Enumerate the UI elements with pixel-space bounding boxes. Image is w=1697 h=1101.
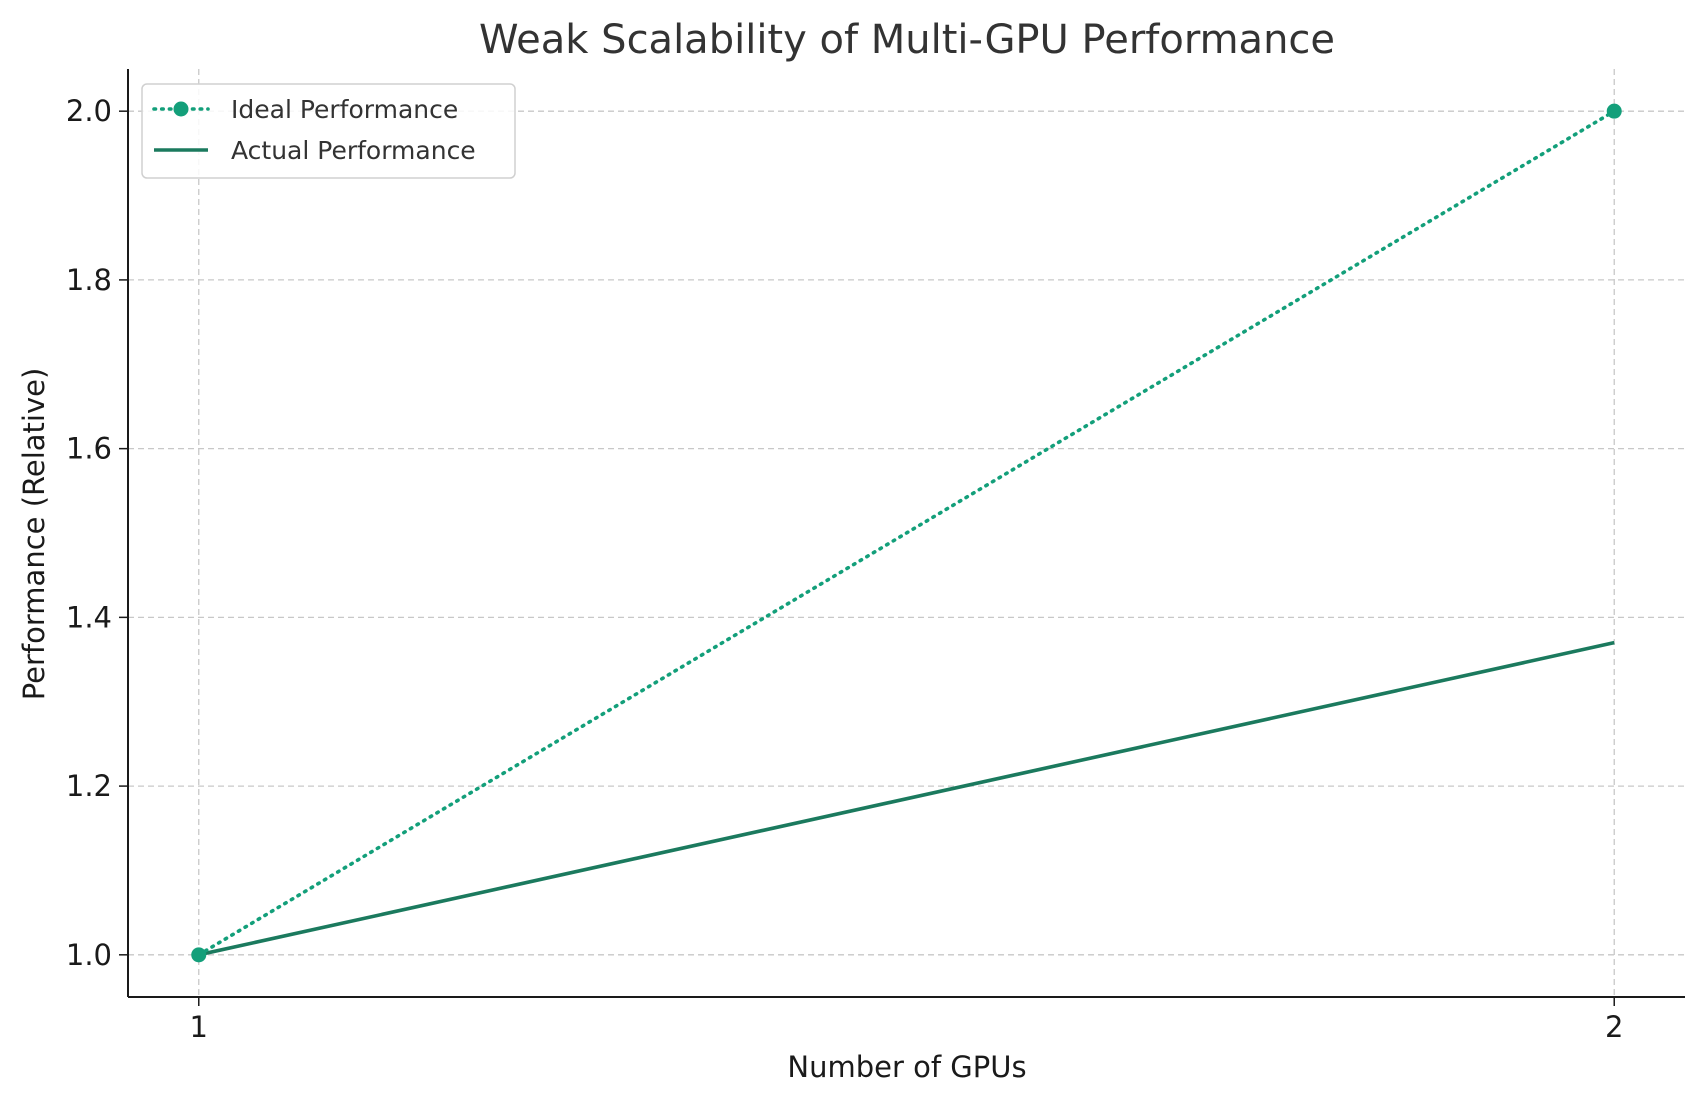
axes (119, 69, 1685, 1006)
y-tick-label: 1.6 (66, 432, 112, 466)
actual-performance-line (198, 640, 1615, 957)
y-tick-label: 1.2 (66, 769, 112, 803)
ideal-performance-point (191, 947, 207, 963)
x-axis-label: Number of GPUs (787, 1050, 1026, 1084)
x-tick-label: 1 (190, 1010, 208, 1044)
y-tick-label: 1.4 (66, 600, 112, 634)
legend-box (141, 83, 516, 179)
tick-labels: 1.0 1.2 1.4 1.6 1.8 2.0 1 2 (66, 94, 1624, 1044)
y-axis-label: Performance (Relative) (17, 368, 51, 701)
y-tick-label: 1.0 (66, 938, 112, 972)
data-series (191, 103, 1622, 963)
legend-label-ideal-performance: Ideal Performance (231, 95, 458, 124)
y-tick-label: 2.0 (66, 94, 112, 128)
ideal-performance-point (1606, 103, 1622, 119)
grid-lines (128, 69, 1685, 997)
ideal-performance-line (196, 109, 1617, 957)
legend: Ideal Performance Actual Performance (141, 83, 516, 179)
chart-title: Weak Scalability of Multi-GPU Performanc… (479, 17, 1335, 63)
y-tick-label: 1.8 (66, 263, 112, 297)
legend-marker-ideal-performance (173, 101, 189, 117)
legend-label-actual-performance: Actual Performance (231, 136, 476, 165)
x-tick-label: 2 (1605, 1010, 1623, 1044)
